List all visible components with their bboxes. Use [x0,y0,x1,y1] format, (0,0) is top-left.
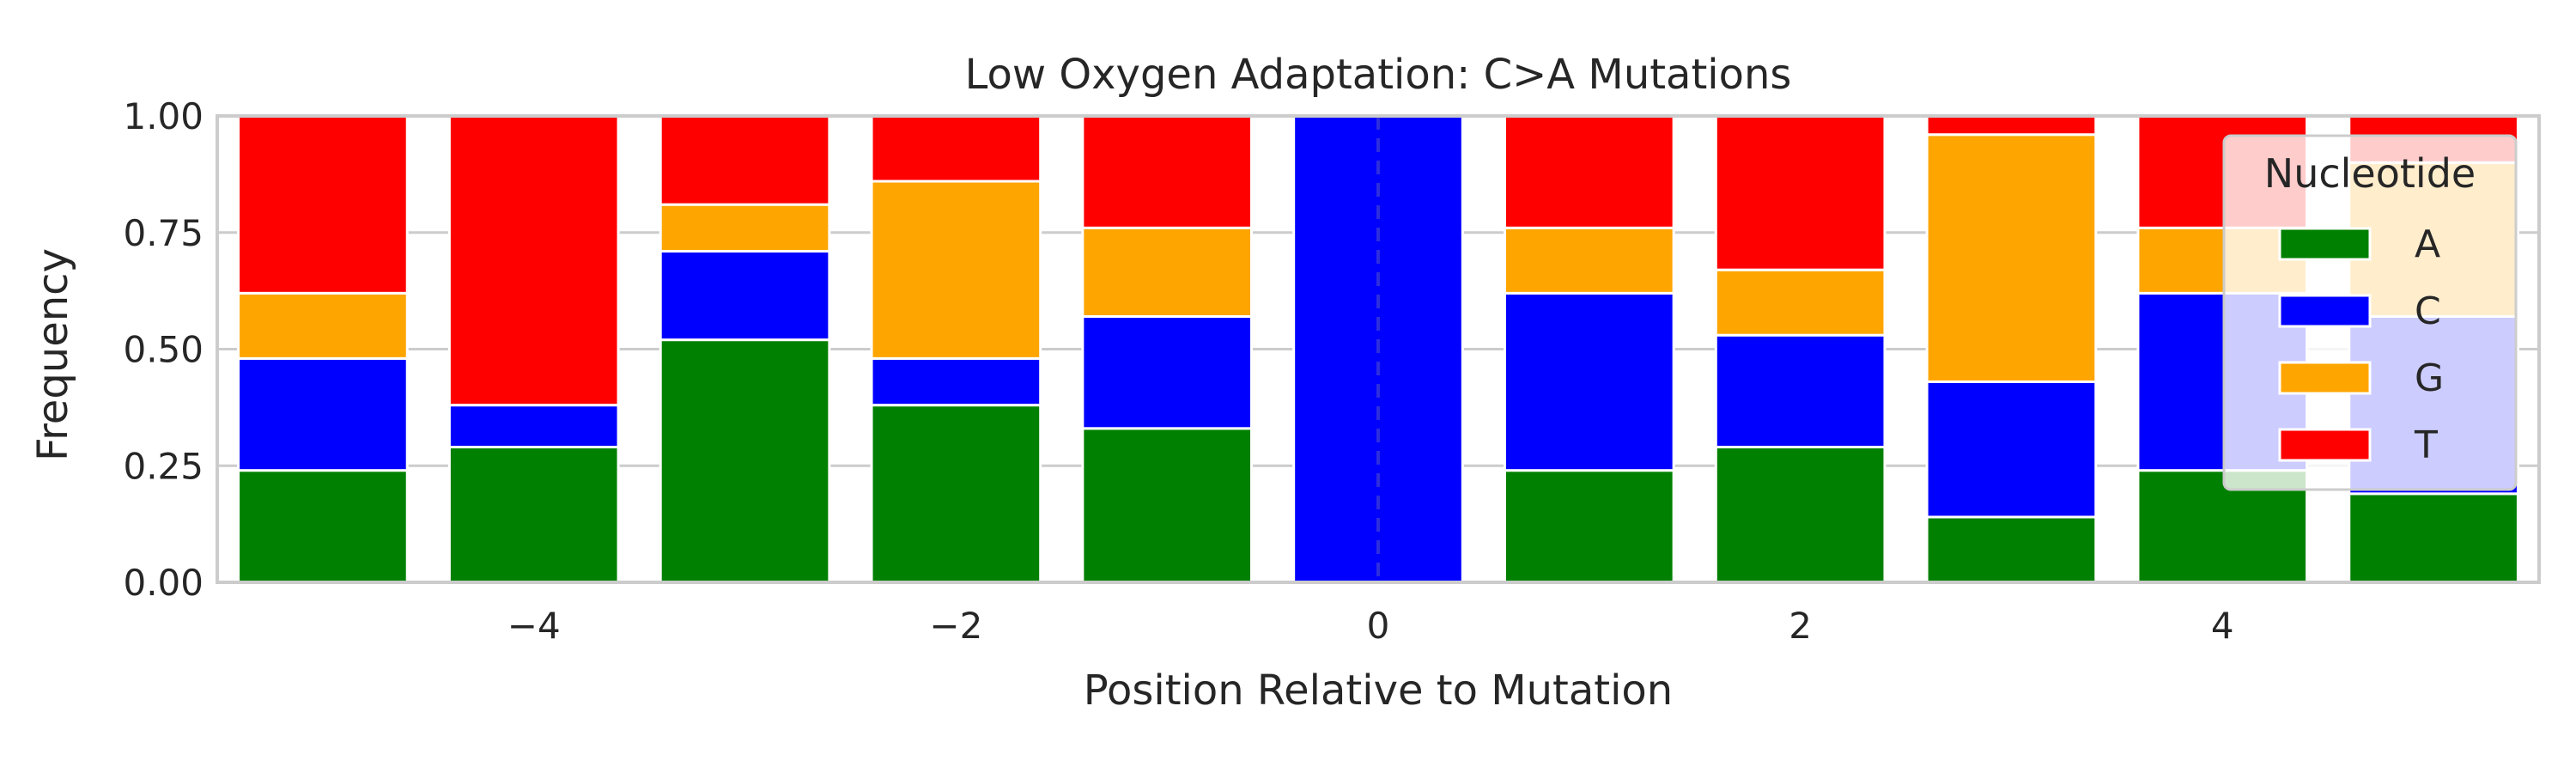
bar-segment-c [1081,314,1254,430]
bar-segment-g [1081,226,1254,318]
legend-label-t: T [2414,423,2438,467]
legend-swatch-t [2278,428,2372,462]
bar-segment-c [1925,380,2098,519]
bar-segment-g [1503,226,1675,295]
bar-segment-a [2348,492,2519,584]
bar-segment-a [659,338,831,584]
x-tick-label: −4 [507,605,561,647]
bar-segment-t [1925,114,2098,137]
x-axis-label: Position Relative to Mutation [1084,666,1673,715]
legend-label-c: C [2415,289,2441,333]
legend-label-g: G [2415,356,2444,400]
y-axis-label: Frequency [29,248,77,461]
x-tick-label: 4 [2211,605,2234,647]
bar-segment-a [1081,427,1254,584]
bar-segment-a [237,469,409,584]
bar-segment-g [870,180,1042,360]
y-tick-label: 0.50 [123,329,204,371]
bar-segment-t [237,114,409,295]
x-tick-label: 0 [1367,605,1390,647]
plot-frame [216,114,2541,584]
bars-layer [237,114,2519,584]
legend-label-a: A [2415,222,2440,266]
bar-segment-g [237,291,409,360]
bar-segment-t [1503,114,1675,229]
bar-segment-a [1925,515,2098,584]
bar-segment-a [870,404,1042,584]
chart-title: Low Oxygen Adaptation: C>A Mutations [965,51,1792,99]
legend-title: Nucleotide [2264,150,2476,197]
bar-segment-c [870,356,1042,407]
legend-swatch-g [2278,361,2372,395]
legend-swatch-c [2278,294,2372,328]
bar-segment-c [447,404,620,449]
bar-segment-c [1714,333,1886,449]
x-tick-label: 2 [1789,605,1812,647]
bar-segment-c [237,356,409,472]
y-tick-label: 0.00 [123,562,204,604]
x-tick-label: −2 [929,605,982,647]
bar-segment-g [659,203,831,253]
y-tick-label: 0.75 [123,212,204,254]
y-tick-label: 0.25 [123,445,204,487]
legend-swatch-a [2278,227,2372,261]
bar-segment-g [1925,133,2098,384]
bar-segment-a [447,446,620,584]
bar-segment-t [870,114,1042,183]
bar-segment-t [1081,114,1254,229]
bar-segment-t [447,114,620,407]
plot-border [216,114,2541,584]
bar-segment-c [1503,291,1675,472]
tick-labels: 0.00 0.25 0.50 0.75 1.00 −4 −2 0 2 4 [123,95,2233,647]
bar-segment-g [1714,268,1886,337]
bar-segment-a [1503,469,1675,584]
bar-segment-t [1714,114,1886,271]
y-tick-label: 1.00 [123,95,204,137]
bar-segment-c [659,249,831,342]
bar-segment-t [659,114,831,206]
bar-segment-a [1714,446,1886,584]
